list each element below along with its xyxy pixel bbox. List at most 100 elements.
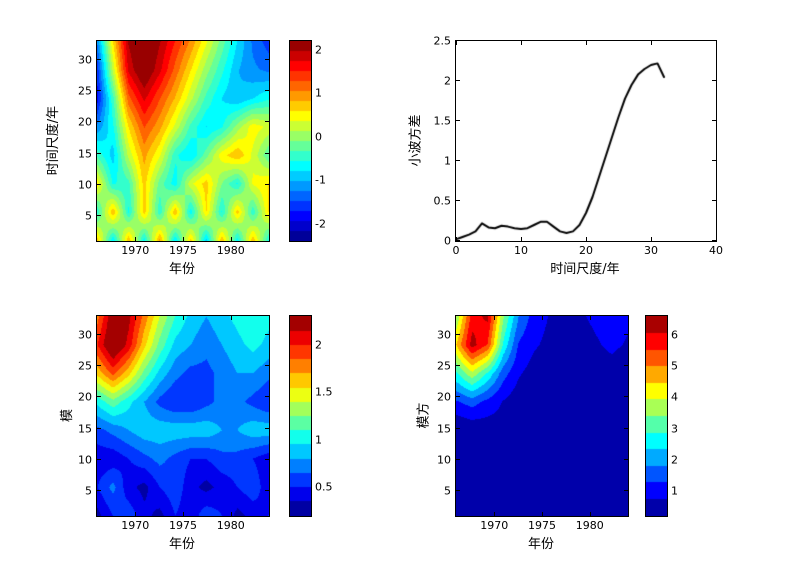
y-tick-label: 20 (78, 390, 92, 404)
x-tick-label: 30 (644, 244, 658, 257)
y-tick-mark (456, 365, 460, 366)
x-tick-label: 1980 (575, 519, 604, 532)
y-tick-mark (712, 240, 716, 241)
y-tick-label: 10 (78, 178, 92, 192)
y-tick-label: 25 (78, 84, 92, 98)
colorbar-tick-label: 6 (671, 328, 678, 342)
y-tick-label: 25 (437, 359, 451, 373)
y-tick-mark (265, 333, 269, 335)
x-tick-mark (542, 512, 543, 516)
x-tick-mark (183, 41, 184, 45)
colorbar-tick-label: 3 (671, 422, 678, 435)
y-tick-mark (265, 427, 269, 429)
x-tick-mark (183, 512, 184, 516)
y-tick-label: 2 (444, 74, 451, 88)
y-tick-label: 15 (437, 422, 451, 435)
x-tick-mark (589, 316, 591, 320)
wavelet-modulus-contour-plot: 1970 1975 1980 5 10 15 20 25 30 (78, 315, 270, 532)
colorbar-tick-label: 2 (671, 453, 678, 467)
x-tick-label: 1970 (121, 519, 150, 532)
colorbar-tick-label: 4 (671, 390, 678, 404)
y-tick-mark (265, 215, 269, 216)
x-tick-mark (589, 512, 591, 516)
x-tick-label: 1975 (528, 519, 556, 532)
y-tick-label: 10 (78, 453, 92, 467)
x-tick-label: 1980 (216, 519, 245, 532)
x-axis-label-time-scale: 时间尺度/年 (550, 262, 620, 277)
y-tick-mark (624, 490, 628, 491)
y-tick-mark (265, 183, 269, 185)
y-tick-label: 20 (437, 390, 451, 404)
x-tick-mark (183, 316, 184, 320)
y-tick-mark (97, 152, 101, 154)
x-tick-mark (586, 237, 587, 241)
x-tick-label: 1980 (216, 244, 245, 257)
x-axis-label-year: 年份 (168, 262, 195, 277)
x-tick-mark (494, 316, 496, 320)
x-tick-mark (456, 41, 457, 45)
x-tick-label: 10 (514, 244, 528, 257)
y-axis-label-text: 时间尺度/年 (46, 105, 62, 175)
y-axis-label-text: 模方 (416, 401, 432, 429)
colorbar-modulus-squared: 1 2 3 4 5 6 (645, 315, 678, 517)
colorbar-canvas (290, 316, 311, 516)
colorbar-tick-label: 0 (315, 130, 322, 144)
y-axis-label-modulus: 模 (56, 315, 76, 515)
y-tick-label: 10 (437, 453, 451, 467)
y-axis-label-time-scale: 时间尺度/年 (42, 40, 62, 240)
y-tick-mark (456, 160, 460, 161)
x-tick-mark (521, 237, 522, 241)
y-tick-mark (265, 458, 269, 460)
colorbar-canvas (290, 41, 311, 241)
y-tick-label: 1.5 (433, 114, 452, 128)
y-tick-mark (712, 40, 716, 41)
x-tick-mark (542, 316, 543, 320)
y-tick-mark (712, 80, 716, 81)
y-tick-mark (624, 365, 628, 366)
y-tick-mark (265, 365, 269, 366)
y-tick-mark (456, 427, 460, 429)
y-tick-label: 30 (78, 328, 92, 342)
colorbar-tick-label: 5 (671, 359, 678, 373)
colorbar-tick-label: 1.5 (315, 385, 333, 399)
colorbar-coefficients: -2 -1 0 1 2 (289, 40, 326, 242)
y-tick-mark (265, 396, 269, 398)
y-tick-label: 15 (78, 147, 92, 160)
y-tick-label: 25 (78, 359, 92, 373)
colorbar-tick-label: 1 (315, 433, 322, 447)
x-tick-mark (521, 41, 522, 45)
y-tick-label: 0 (444, 234, 451, 248)
y-tick-label: 30 (437, 328, 451, 342)
x-tick-mark (230, 512, 232, 516)
x-tick-mark (230, 316, 232, 320)
y-tick-label: 5 (85, 209, 92, 223)
y-tick-label: 5 (444, 484, 451, 498)
y-tick-mark (456, 120, 460, 121)
colorbar-tick-label: -2 (315, 217, 326, 231)
x-tick-mark (651, 237, 652, 241)
wavelet-modulus-squared-contour-plot: 1970 1975 1980 5 10 15 20 25 30 (437, 315, 629, 532)
x-tick-mark (230, 41, 232, 45)
y-tick-mark (456, 240, 460, 241)
x-tick-mark (716, 237, 717, 241)
x-axis-label-year: 年份 (168, 537, 195, 552)
y-tick-mark (97, 427, 101, 429)
y-axis-label-modulus-squared: 模方 (412, 315, 432, 515)
x-tick-label: 1970 (121, 244, 150, 257)
colorbar-tick-label: 1 (315, 86, 322, 100)
x-tick-mark (135, 237, 137, 241)
x-tick-mark (135, 41, 137, 45)
y-tick-mark (97, 90, 101, 91)
x-tick-mark (716, 41, 717, 45)
wavelet-variance-line-plot: 0 10 20 30 40 0 0.5 1 1.5 2 2.5 (434, 35, 724, 258)
x-tick-mark (586, 41, 587, 45)
y-tick-mark (712, 200, 716, 201)
y-tick-mark (456, 458, 460, 460)
y-tick-mark (97, 490, 101, 491)
x-axis-label-year: 年份 (527, 537, 554, 552)
line-canvas (456, 41, 716, 241)
y-tick-label: 20 (78, 115, 92, 129)
x-tick-mark (135, 512, 137, 516)
y-tick-mark (456, 40, 460, 41)
